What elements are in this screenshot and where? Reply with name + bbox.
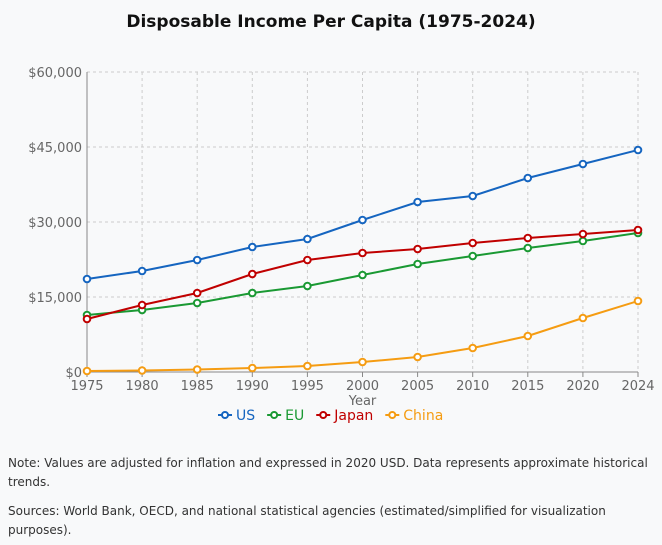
data-point-japan <box>633 225 643 235</box>
data-point-china <box>248 363 257 373</box>
y-tick-label: $60,000 <box>28 66 82 81</box>
legend-marker-china <box>388 411 397 419</box>
data-point-japan <box>358 248 367 258</box>
x-tick-label: 2024 <box>621 379 654 394</box>
x-tick-label: 2000 <box>346 379 379 394</box>
note-text: Note: Values are adjusted for inflation … <box>8 456 648 489</box>
x-tick-label: 2005 <box>401 379 434 394</box>
data-point-japan <box>192 288 202 298</box>
data-point-china <box>578 313 588 323</box>
legend-label-us: US <box>236 408 255 424</box>
x-tick-label: 2010 <box>456 379 489 394</box>
data-point-us <box>578 159 588 169</box>
data-point-japan <box>578 229 588 239</box>
data-point-china <box>192 365 202 374</box>
data-point-japan <box>303 255 312 265</box>
data-point-japan <box>523 233 533 243</box>
data-point-us <box>303 234 312 244</box>
data-point-us <box>137 266 147 276</box>
x-tick-label: 2020 <box>566 379 599 394</box>
data-point-china <box>137 366 147 375</box>
data-point-us <box>358 215 367 225</box>
sources-text: Sources: World Bank, OECD, and national … <box>8 504 606 537</box>
x-tick-label: 1975 <box>70 379 103 394</box>
x-tick-label: 1990 <box>236 379 269 394</box>
data-point-us <box>633 145 643 155</box>
data-point-us <box>413 197 422 207</box>
data-point-china <box>523 331 533 341</box>
data-point-us <box>82 274 92 284</box>
data-point-china <box>633 296 643 306</box>
data-point-eu <box>468 251 478 261</box>
data-point-china <box>82 366 92 376</box>
data-point-eu <box>192 298 202 308</box>
data-point-china <box>358 357 367 367</box>
line-chart: $0 $15,000 $30,000 $45,000 $60,000 1975 1980 19… <box>28 66 654 424</box>
legend-label-japan: Japan <box>333 408 373 424</box>
x-tick-label: 2015 <box>511 379 544 394</box>
data-point-china <box>468 343 478 353</box>
y-tick-label: $0 <box>65 366 82 381</box>
data-point-japan <box>468 238 478 248</box>
data-point-eu <box>413 259 422 269</box>
data-point-japan <box>82 314 92 324</box>
data-point-us <box>468 191 478 201</box>
data-point-china <box>413 352 422 362</box>
data-point-japan <box>248 269 257 279</box>
data-point-china <box>303 361 312 371</box>
legend-marker-japan <box>319 411 328 419</box>
x-tick-label: 1985 <box>181 379 214 394</box>
chart-title: Disposable Income Per Capita (1975-2024) <box>126 12 536 32</box>
y-tick-label: $30,000 <box>28 216 82 231</box>
y-tick-label: $45,000 <box>28 141 82 156</box>
legend-marker-us <box>221 411 229 419</box>
data-point-japan <box>413 244 422 254</box>
data-point-eu <box>578 236 588 246</box>
data-point-us <box>248 242 257 252</box>
data-point-eu <box>248 288 257 298</box>
legend-label-china: China <box>403 408 443 424</box>
x-tick-label: 1980 <box>126 379 159 394</box>
data-point-japan <box>137 300 147 310</box>
legend-marker-eu <box>270 411 279 419</box>
legend-label-eu: EU <box>285 408 304 424</box>
data-point-us <box>523 173 533 183</box>
data-point-eu <box>358 270 367 280</box>
data-point-us <box>192 255 202 265</box>
x-axis-label: Year <box>348 394 377 409</box>
y-tick-label: $15,000 <box>28 291 82 306</box>
x-tick-label: 1995 <box>291 379 324 394</box>
data-point-eu <box>303 281 312 291</box>
data-point-eu <box>523 243 533 253</box>
